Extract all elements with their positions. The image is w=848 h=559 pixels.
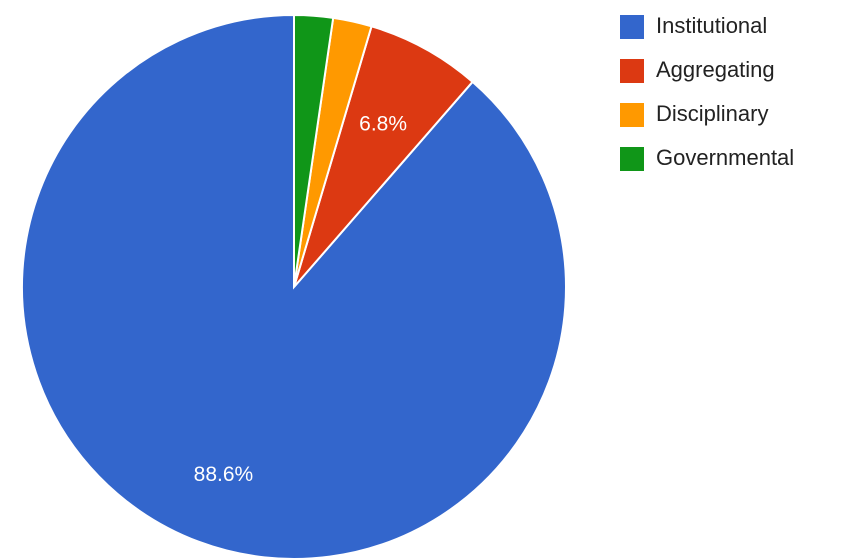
pie-slice-aggregating: [293, 25, 475, 288]
legend-swatch-governmental: [620, 147, 644, 171]
data-label-aggregating: 6.8%: [359, 112, 407, 135]
legend-label-disciplinary: Disciplinary: [656, 101, 768, 126]
legend-swatch-disciplinary: [620, 103, 644, 127]
pie-slice-governmental: [293, 13, 335, 288]
pie-slice-institutional: [21, 13, 567, 559]
legend-label-institutional: Institutional: [656, 13, 767, 38]
chart-legend: Institutional Aggregating Disciplinary Gove…: [620, 13, 794, 171]
pie-slices: [21, 13, 567, 559]
legend-swatch-aggregating: [620, 59, 644, 83]
legend-label-governmental: Governmental: [656, 145, 794, 170]
data-label-institutional: 88.6%: [194, 463, 254, 486]
legend-label-aggregating: Aggregating: [656, 57, 775, 82]
legend-swatch-institutional: [620, 15, 644, 39]
pie-data-labels: 88.6% 6.8%: [194, 112, 407, 486]
